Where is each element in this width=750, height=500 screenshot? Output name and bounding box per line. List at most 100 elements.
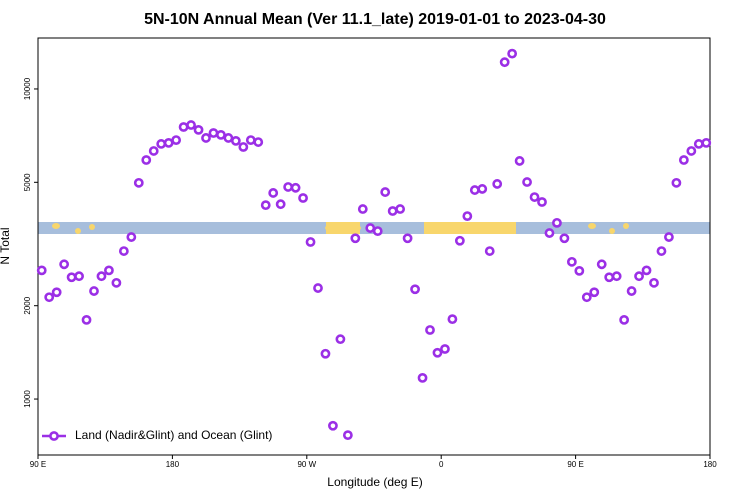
x-tick-label: 90 E [567, 460, 583, 469]
data-point [320, 348, 331, 359]
data-point [268, 188, 279, 198]
data-point [216, 129, 226, 140]
data-point [664, 232, 674, 242]
data-point [96, 271, 107, 282]
y-tick-label: 2000 [23, 296, 32, 314]
x-tick-label: 90 E [30, 460, 46, 469]
data-point [59, 259, 70, 270]
y-tick-label: 10000 [23, 77, 32, 100]
data-point [395, 204, 406, 214]
legend-marker [49, 431, 59, 441]
data-point [701, 137, 712, 148]
data-point [529, 192, 540, 202]
data-point [589, 287, 600, 298]
data-point [163, 137, 174, 148]
data-point [74, 271, 84, 282]
data-point [432, 347, 443, 358]
data-point [507, 48, 518, 59]
data-point [514, 156, 525, 166]
data-point [335, 334, 346, 345]
x-tick-label: 180 [703, 460, 717, 469]
data-point [305, 237, 316, 247]
data-point [111, 277, 122, 288]
data-point [290, 182, 301, 193]
data-point [619, 314, 630, 325]
chart-title: 5N-10N Annual Mean (Ver 11.1_late) 2019-… [144, 11, 606, 28]
data-point [469, 185, 480, 195]
data-point [126, 232, 137, 242]
data-point [581, 292, 592, 303]
data-point [253, 137, 264, 147]
data-point [425, 325, 435, 335]
x-tick-label: 90 W [297, 460, 316, 469]
data-point [313, 283, 323, 293]
data-point [649, 277, 659, 288]
data-point [342, 430, 353, 441]
data-point [641, 265, 652, 276]
data-point [245, 135, 256, 146]
legend-label: Land (Nadir&Glint) and Ocean (Glint) [75, 428, 272, 442]
data-point [230, 135, 241, 146]
data-point [417, 373, 428, 383]
data-point [387, 206, 398, 216]
data-point [178, 122, 189, 132]
data-point [133, 177, 144, 188]
data-point [208, 128, 219, 138]
data-point [611, 271, 622, 282]
data-point [499, 57, 510, 68]
data-point [447, 314, 458, 325]
data-point [44, 292, 55, 303]
data-point [365, 223, 376, 233]
data-point [634, 271, 644, 282]
data-point [566, 256, 577, 267]
data-point [596, 259, 607, 270]
data-point [275, 199, 286, 210]
data-point [118, 246, 129, 256]
data-point [477, 184, 488, 194]
data-point [350, 233, 361, 244]
data-point [36, 265, 47, 276]
data-point [693, 139, 704, 149]
data-point [454, 235, 465, 246]
data-point [283, 182, 294, 192]
data-point [298, 193, 308, 203]
data-point [260, 200, 271, 211]
data-point [51, 287, 62, 298]
data-point [171, 135, 182, 146]
data-point [89, 286, 99, 296]
data-point [440, 344, 450, 354]
data-point [66, 272, 77, 283]
plot-frame [37, 37, 711, 456]
data-point [402, 233, 413, 244]
data-point [671, 177, 682, 188]
data-point [201, 133, 211, 143]
data-point [544, 228, 555, 238]
data-point [626, 286, 637, 296]
data-point [104, 265, 114, 276]
data-point [186, 120, 196, 130]
x-axis-label: Longitude (deg E) [327, 475, 422, 489]
data-point [141, 155, 152, 165]
data-point [656, 246, 667, 256]
x-tick-label: 0 [439, 460, 444, 469]
data-point [223, 133, 234, 143]
data-point [604, 272, 615, 283]
data-point [492, 179, 503, 189]
data-point [462, 211, 473, 222]
data-point [380, 187, 391, 197]
data-point [686, 146, 697, 156]
x-tick-label: 180 [166, 460, 180, 469]
y-axis-label: N Total [0, 227, 12, 264]
data-point [552, 217, 562, 228]
data-point [328, 420, 338, 431]
data-point [148, 146, 159, 156]
data-point [156, 139, 167, 149]
data-point [522, 177, 532, 187]
data-point [484, 246, 495, 256]
y-tick-label: 5000 [23, 173, 32, 191]
data-point [193, 124, 204, 135]
data-point [537, 197, 547, 207]
data-point [574, 265, 585, 276]
data-point [410, 284, 420, 295]
